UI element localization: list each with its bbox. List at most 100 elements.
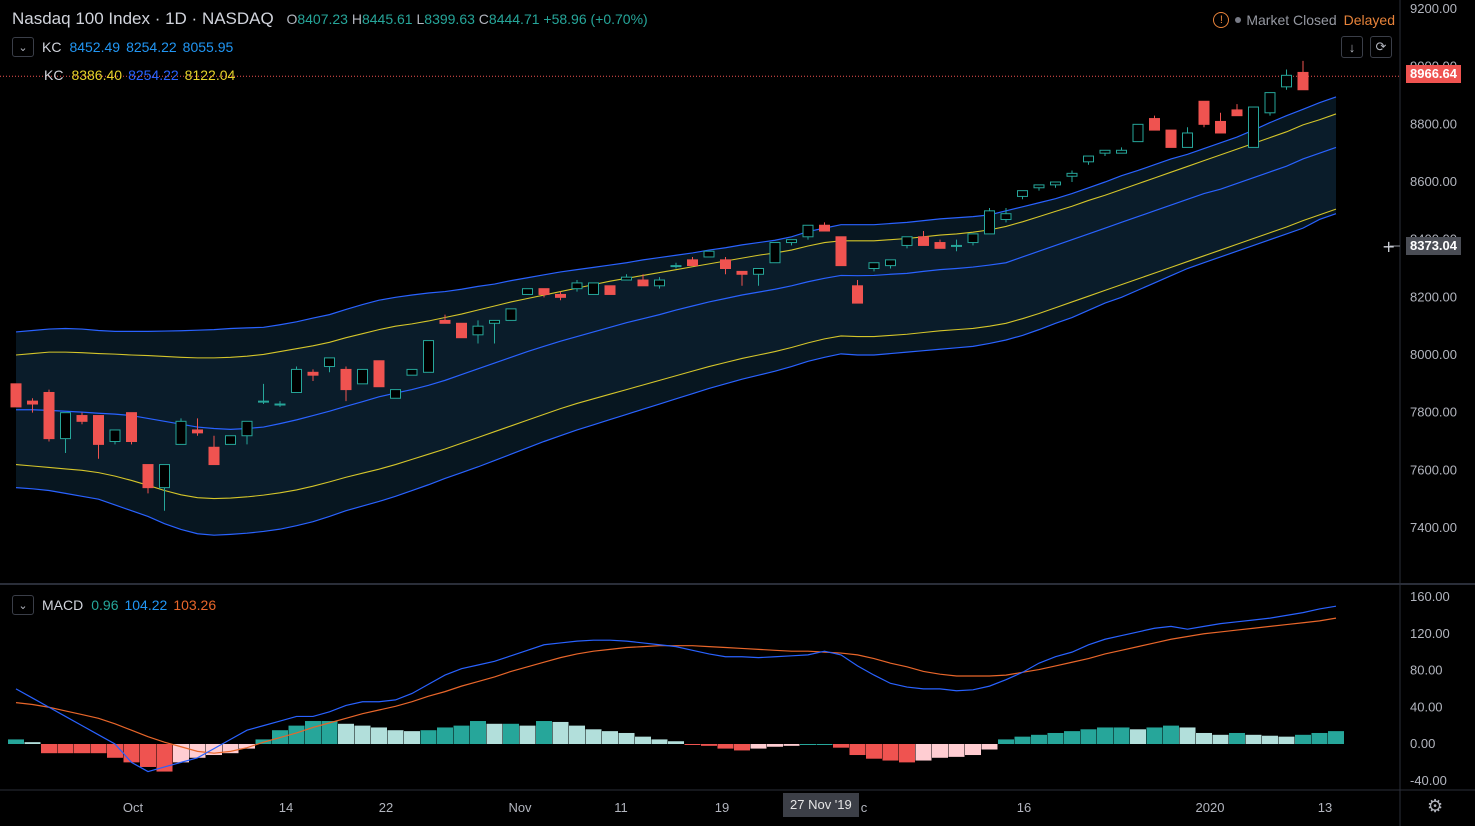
- macd-tick-label: 0.00: [1410, 736, 1435, 751]
- collapse-legend-button[interactable]: ⌄: [12, 37, 34, 57]
- macd-histogram-bar: [239, 744, 255, 749]
- candle-body: [637, 279, 649, 287]
- close-value: 8444.71: [488, 11, 540, 27]
- low-label: L: [416, 11, 425, 27]
- candle-body: [885, 259, 896, 267]
- macd-histogram-bar: [1229, 732, 1245, 744]
- arrow-down-icon: ↓: [1348, 39, 1356, 55]
- candle-body: [1116, 149, 1127, 154]
- ohlc-readout: O8407.23 H8445.61 L8399.63 C8444.71 +58.…: [286, 11, 647, 27]
- macd-histogram-bar: [338, 723, 354, 744]
- macd-histogram-bar: [1014, 736, 1031, 744]
- maximize-pane-button[interactable]: ⟳: [1370, 36, 1392, 58]
- candle-body: [769, 242, 781, 264]
- candle-body: [1182, 132, 1193, 148]
- candle-body: [1165, 129, 1177, 148]
- macd-histogram-bar: [602, 731, 618, 744]
- scroll-to-realtime-button[interactable]: ↓: [1341, 36, 1363, 58]
- candle-body: [307, 371, 319, 376]
- price-tick-label: 8000.00: [1410, 347, 1457, 362]
- candle-body: [1149, 118, 1160, 131]
- candle-body: [555, 293, 566, 298]
- candle-body: [159, 464, 170, 489]
- kc1-upper-value: 8452.49: [69, 39, 121, 55]
- candle-body: [406, 368, 418, 376]
- candle-body: [456, 322, 467, 339]
- candle-body: [175, 420, 187, 445]
- settings-gear-icon[interactable]: ⚙: [1427, 796, 1444, 816]
- macd-histogram-bar: [1080, 729, 1097, 744]
- macd-histogram-bar: [1047, 732, 1064, 744]
- macd-histogram-bar: [651, 739, 668, 744]
- macd-histogram-bar: [866, 744, 882, 759]
- candle-body: [1132, 123, 1144, 143]
- candle-body: [934, 242, 946, 249]
- macd-histogram-bar: [437, 727, 453, 744]
- macd-histogram-bar: [1163, 725, 1179, 744]
- candle-body: [1297, 71, 1309, 91]
- candle-body: [274, 403, 286, 406]
- kc2-middle-value: 8254.22: [128, 67, 179, 83]
- delayed-text[interactable]: Delayed: [1343, 12, 1395, 28]
- kc2-legend: KC 8386.40 8254.22 8122.04: [44, 67, 241, 83]
- macd-histogram-bar: [800, 744, 816, 745]
- candle-body: [291, 368, 302, 393]
- candle-body: [621, 276, 632, 281]
- candle-body: [241, 420, 253, 437]
- macd-signal-line: [15, 617, 1337, 754]
- macd-label[interactable]: MACD: [42, 597, 84, 613]
- macd-histogram-bar: [8, 739, 24, 744]
- macd-histogram-bar: [206, 744, 222, 756]
- close-label: C: [478, 11, 489, 27]
- candle-body: [423, 340, 434, 373]
- macd-histogram-bar: [635, 736, 651, 744]
- macd-histogram-bar: [90, 744, 107, 754]
- price-tick-label: 7400.00: [1410, 520, 1457, 535]
- macd-tick-label: 160.00: [1410, 589, 1450, 604]
- candle-body: [1050, 181, 1061, 186]
- kc-lower-line: [15, 213, 1337, 536]
- kc1-lower-value: 8055.95: [182, 39, 234, 55]
- candle-body: [1000, 213, 1012, 220]
- status-dot-icon: [1235, 17, 1242, 23]
- macd-histogram-bar: [1262, 735, 1278, 744]
- candle-body: [27, 400, 38, 405]
- macd-histogram-bar: [1179, 727, 1196, 744]
- candle-body: [109, 429, 121, 443]
- candle-body: [819, 224, 830, 232]
- kc1-label[interactable]: KC: [42, 39, 62, 55]
- candle-body: [703, 250, 715, 258]
- candle-body: [505, 308, 517, 321]
- crosshair-date-tag: 27 Nov '19: [783, 793, 859, 817]
- market-status: ! Market Closed Delayed: [1213, 12, 1395, 28]
- kc2-upper-value: 8386.40: [71, 67, 123, 83]
- macd-histogram-bar: [222, 744, 239, 754]
- kc-inner-band-fill: [16, 113, 1336, 499]
- symbol-title[interactable]: Nasdaq 100 Index · 1D · NASDAQ: [12, 9, 274, 28]
- warning-icon[interactable]: !: [1213, 12, 1230, 28]
- candle-body: [43, 391, 55, 440]
- time-tick-label: 14: [279, 800, 293, 815]
- candle-body: [208, 446, 220, 466]
- macd-histogram-bar: [156, 744, 173, 772]
- macd-histogram-bar: [717, 744, 734, 749]
- time-tick-label: 13: [1318, 800, 1332, 815]
- macd-histogram-bar: [1064, 731, 1080, 744]
- macd-histogram-bar: [470, 721, 486, 744]
- macd-histogram-bar: [882, 744, 899, 761]
- candle-body: [786, 239, 797, 244]
- kc2-label[interactable]: KC: [44, 67, 64, 83]
- collapse-macd-button[interactable]: ⌄: [12, 595, 34, 615]
- price-tick-label: 8800.00: [1410, 116, 1457, 131]
- candle-body: [258, 400, 269, 403]
- macd-histogram-bar: [1245, 734, 1262, 744]
- candle-body: [225, 435, 236, 445]
- macd-histogram-bar: [173, 744, 189, 763]
- candle-body: [852, 285, 863, 304]
- candle-body: [901, 236, 913, 246]
- macd-histogram-bar: [387, 730, 404, 744]
- kc-inner-lower-line: [15, 208, 1337, 500]
- candle-body: [1264, 92, 1276, 114]
- macd-histogram-bar: [453, 725, 470, 744]
